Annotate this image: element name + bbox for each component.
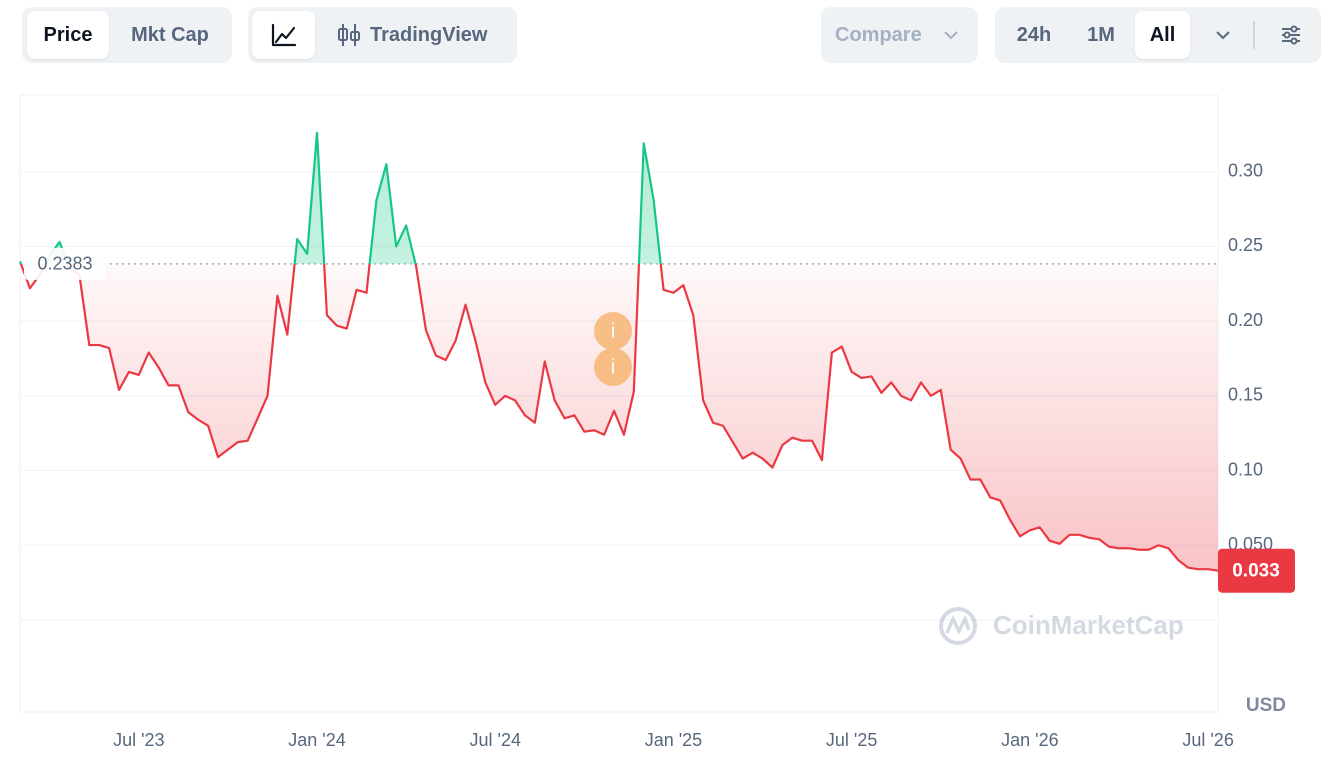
last-value-label: 0.033	[1232, 561, 1280, 582]
x-tick-label: Jul '24	[470, 730, 521, 750]
y-tick-label: 0.25	[1228, 235, 1263, 255]
annotation-text: i	[611, 320, 615, 342]
tradingview-label: TradingView	[370, 24, 488, 46]
settings-button[interactable]	[1269, 11, 1313, 59]
y-tick-label: 0.10	[1228, 459, 1263, 479]
annotation-marker[interactable]	[594, 348, 632, 386]
line-chart-button[interactable]	[252, 11, 315, 59]
range-all-button[interactable]: All	[1135, 11, 1190, 59]
range-24h-button[interactable]: 24h	[1016, 24, 1052, 46]
watermark-logo-wave	[945, 614, 971, 635]
y-tick-label: 0.15	[1228, 385, 1263, 405]
settings-icon	[1282, 25, 1300, 45]
reference-label-box	[24, 247, 106, 280]
y-tick-label: 0.20	[1228, 310, 1263, 330]
x-tick-label: Jan '24	[288, 730, 345, 750]
x-tick-label: Jul '26	[1182, 730, 1233, 750]
frame	[19, 94, 1219, 713]
annotation-text: i	[611, 356, 615, 378]
annotation-markers: i i	[594, 312, 632, 386]
metric-toggle: Price Mkt Cap	[22, 7, 232, 63]
x-tick-label: Jan '26	[1001, 730, 1058, 750]
chart-type-toggle: TradingView	[248, 7, 517, 63]
compare-dropdown: Compare	[821, 7, 978, 63]
watermark-text: CoinMarketCap	[993, 610, 1184, 640]
compare-label: Compare	[835, 24, 922, 46]
mkt-cap-button[interactable]: Mkt Cap	[131, 24, 209, 46]
annotation-marker[interactable]	[594, 312, 632, 350]
range-more-button[interactable]	[1201, 11, 1245, 59]
reference-label: 0.2383	[37, 254, 92, 274]
y-tick-label: 0.30	[1228, 160, 1263, 180]
chevron-icon	[1216, 31, 1230, 40]
last-value-tag	[1218, 548, 1295, 593]
chevron-icon	[944, 31, 958, 40]
divider	[1253, 21, 1255, 49]
x-tick-label: Jul '23	[113, 730, 164, 750]
x-tick-label: Jan '25	[645, 730, 702, 750]
x-tick-label: Jul '25	[826, 730, 877, 750]
range-1m-button[interactable]: 1M	[1087, 24, 1115, 46]
watermark: CoinMarketCap	[939, 607, 1184, 645]
watermark-logo	[939, 607, 977, 645]
price-line	[18, 131, 1219, 572]
unit-label: USD	[1246, 695, 1286, 716]
candle-icon	[338, 24, 360, 46]
compare-button[interactable]: Compare	[821, 11, 978, 59]
range-toggle: 24h 1M All	[995, 7, 1321, 63]
line-icon	[271, 23, 297, 47]
tradingview-button[interactable]: TradingView	[332, 11, 508, 59]
price-button[interactable]: Price	[27, 11, 109, 59]
